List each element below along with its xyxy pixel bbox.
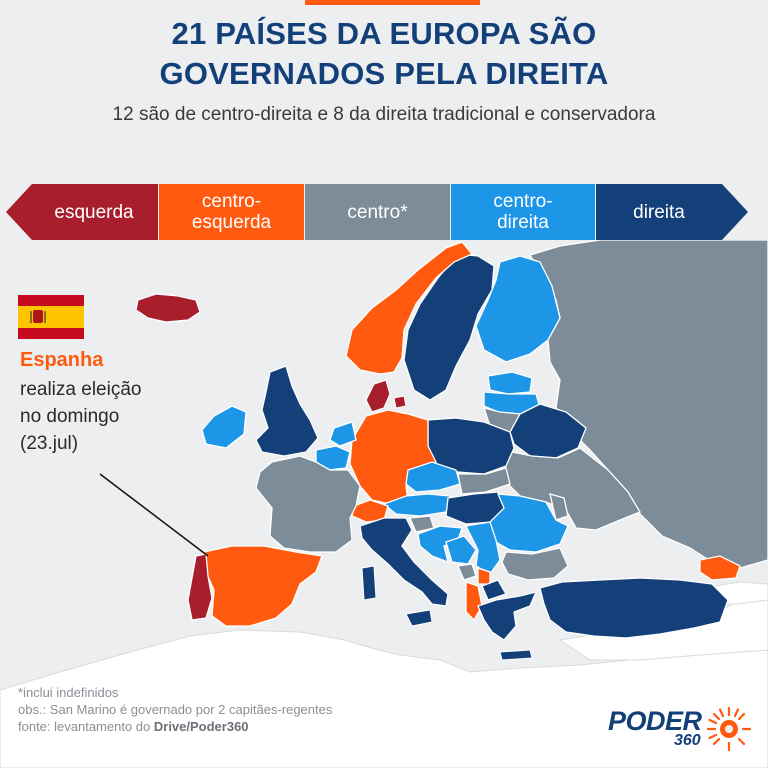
callout-title: Espanha: [20, 349, 104, 371]
country-italy-sardinia: [361, 565, 377, 601]
page-title: 21 PAÍSES DA EUROPA SÃO GOVERNADOS PELA …: [0, 14, 768, 94]
country-sweden: [403, 253, 495, 401]
country-bulgaria: [501, 547, 569, 581]
country-croatia: [417, 525, 463, 564]
footnote-source-bold: Drive/Poder360: [153, 719, 249, 734]
legend-swatch-direita: [596, 184, 748, 240]
title-line-2: GOVERNADOS PELA DIREITA: [159, 56, 609, 91]
country-albania: [465, 581, 483, 622]
country-bosnia: [445, 535, 477, 565]
spain-flag-icon: [18, 295, 84, 339]
footnote-source-prefix: fonte: levantamento do: [18, 719, 154, 734]
page-subtitle: 12 são de centro-direita e 8 da direita …: [112, 104, 656, 125]
country-netherlands: [329, 421, 357, 447]
country-iceland: [135, 293, 201, 323]
logo-number: 360: [674, 732, 701, 749]
country-serbia: [465, 521, 501, 575]
land-africa: [0, 629, 768, 768]
callout-body: realiza eleição no domingo (23.jul): [20, 379, 142, 454]
country-denmark-islands: [393, 395, 407, 409]
country-italy: [359, 517, 449, 607]
country-portugal: [187, 553, 213, 621]
legend-swatch-esquerda: [6, 184, 158, 240]
country-finland: [475, 255, 561, 363]
country-macedonia: [481, 579, 507, 601]
top-accent-bar: [305, 0, 480, 5]
footnote-1: *inclui indefinidos: [18, 685, 119, 700]
legend-swatch-centro-esquerda: [159, 184, 304, 240]
legend-label-centro-esquerda: centro- esquerda: [191, 191, 272, 233]
legend-swatch-centro: [305, 184, 450, 240]
country-france: [255, 455, 361, 553]
country-ukraine: [503, 447, 641, 531]
legend-label-direita: direita: [633, 201, 685, 223]
footnote-source: fonte: levantamento do Drive/Poder360: [18, 718, 332, 735]
country-italy-sicily: [405, 609, 433, 627]
country-uk: [255, 365, 319, 457]
logo-word: PODER: [608, 706, 702, 736]
country-germany: [349, 409, 437, 505]
legend-arrows: [6, 184, 748, 240]
country-turkey: [539, 577, 729, 639]
country-russia: [529, 240, 768, 569]
legend-swatch-centro-direita: [451, 184, 595, 240]
country-georgia: [699, 555, 741, 581]
footnote-2: obs.: San Marino é governado por 2 capit…: [18, 702, 333, 717]
country-romania: [489, 493, 569, 553]
country-montenegro: [457, 563, 477, 581]
callout-pointer-line: [99, 473, 209, 557]
legend-label-esquerda: esquerda: [54, 201, 134, 223]
country-norway: [345, 241, 474, 375]
country-denmark: [365, 379, 391, 413]
country-czechia: [405, 461, 461, 493]
title-line-1: 21 PAÍSES DA EUROPA SÃO: [171, 16, 597, 51]
country-estonia: [487, 371, 533, 395]
footnotes: *inclui indefinidos obs.: San Marino é g…: [18, 684, 332, 735]
legend-label-centro: centro*: [347, 201, 408, 223]
legend-label-centro-direita: centro- direita: [493, 191, 553, 233]
country-greece: [477, 591, 538, 641]
country-greece-crete: [499, 649, 533, 661]
country-spain: [203, 545, 323, 627]
country-slovakia: [457, 467, 511, 495]
country-moldova: [549, 493, 569, 521]
poder360-logo: PODER 360: [608, 706, 758, 756]
country-ireland: [201, 405, 247, 449]
europe-map: [0, 240, 768, 768]
sun-burst-icon: [706, 706, 752, 752]
